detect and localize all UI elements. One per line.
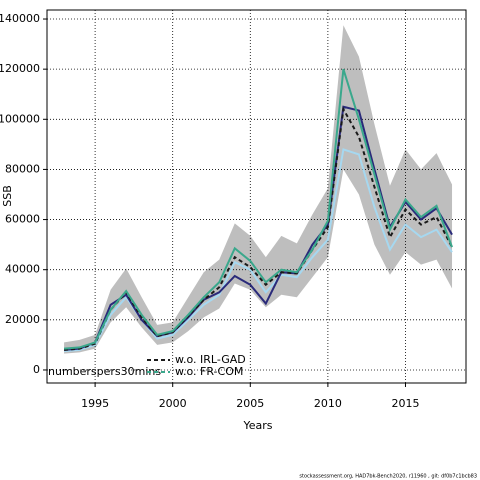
x-tick-label: 2000 bbox=[159, 397, 187, 410]
x-tick-label: 2015 bbox=[391, 397, 419, 410]
footer: stockassessment.org, HAD7bk-Bench2020, r… bbox=[299, 474, 477, 480]
plot-frame bbox=[46, 9, 467, 384]
y-tick-label: 140000 bbox=[0, 12, 40, 25]
y-tick-label: 60000 bbox=[5, 213, 40, 226]
confidence-band bbox=[64, 25, 453, 354]
x-tick-label: 2005 bbox=[236, 397, 264, 410]
legend-label: w.o. FR-COM bbox=[175, 365, 243, 378]
y-tick-label: 20000 bbox=[5, 313, 40, 326]
x-tick-label: 1995 bbox=[81, 397, 109, 410]
legend-label: w.o. IRL-GAD bbox=[175, 353, 246, 366]
y-tick-label: 80000 bbox=[5, 162, 40, 175]
y-tick-label: 0 bbox=[33, 363, 40, 376]
x-tick-label: 2010 bbox=[314, 397, 342, 410]
y-tick-label: 40000 bbox=[5, 263, 40, 276]
annotation: numberspers30mins bbox=[48, 365, 161, 378]
series-line bbox=[63, 148, 453, 353]
y-tick-label: 120000 bbox=[0, 62, 40, 75]
x-axis-label: Years bbox=[242, 419, 272, 432]
series-line bbox=[63, 106, 453, 351]
series-line bbox=[63, 68, 453, 350]
y-tick-label: 100000 bbox=[0, 112, 40, 125]
y-axis-label: SSB bbox=[1, 185, 14, 207]
